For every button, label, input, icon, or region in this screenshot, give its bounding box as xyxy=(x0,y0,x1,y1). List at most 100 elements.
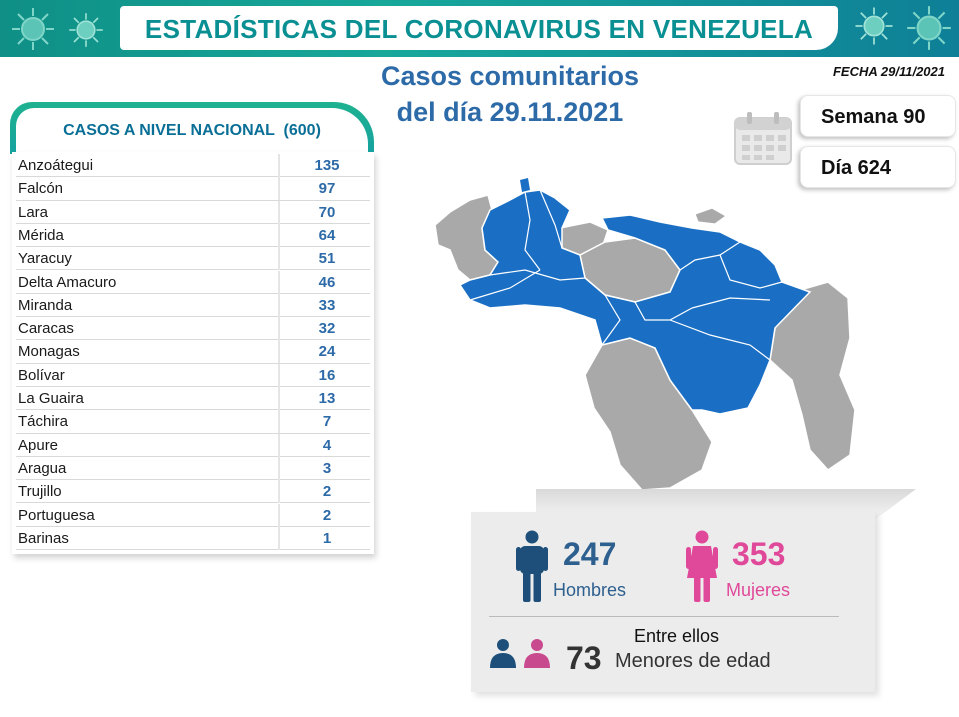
column-separator xyxy=(278,317,280,341)
minors-intro: Entre ellos xyxy=(634,626,720,646)
week-badge: Semana 90 xyxy=(800,95,956,137)
women-count: 353 xyxy=(732,536,786,572)
column-separator xyxy=(278,247,280,271)
column-separator xyxy=(278,293,280,317)
table-row: Barinas 1 xyxy=(16,526,370,551)
child-boy-icon xyxy=(490,639,516,668)
case-count: 51 xyxy=(318,250,336,268)
map-essequibo xyxy=(769,281,856,471)
table-row: La Guaira 13 xyxy=(16,387,370,411)
table-row: Táchira 7 xyxy=(16,410,370,434)
case-count: 7 xyxy=(322,413,332,431)
virus-icon xyxy=(12,8,54,50)
table-row: Apure 4 xyxy=(16,433,370,457)
table-row: Monagas 24 xyxy=(16,340,370,364)
table-row: Miranda 33 xyxy=(16,293,370,318)
virus-icon xyxy=(855,7,893,45)
case-count: 24 xyxy=(318,343,336,361)
women-label: Mujeres xyxy=(726,580,791,600)
column-separator xyxy=(278,410,280,434)
column-separator xyxy=(278,154,280,177)
case-count: 97 xyxy=(318,180,336,198)
state-name: Monagas xyxy=(18,343,80,361)
venezuela-map xyxy=(434,178,856,491)
day-label: Día 624 xyxy=(821,157,892,179)
case-count: 2 xyxy=(322,506,332,524)
column-separator xyxy=(278,340,280,364)
state-name: Lara xyxy=(18,203,49,221)
state-name: Táchira xyxy=(18,413,69,431)
case-count: 64 xyxy=(318,226,336,244)
case-count: 13 xyxy=(318,390,336,407)
table-row: Delta Amacuro 46 xyxy=(16,270,370,294)
table-row: Falcón 97 xyxy=(16,177,370,201)
column-separator xyxy=(278,200,280,224)
state-name: Portuguesa xyxy=(18,506,95,524)
virus-icon xyxy=(907,6,951,50)
table-row: Bolívar 16 xyxy=(16,363,370,387)
column-separator xyxy=(278,456,280,480)
state-name: Falcón xyxy=(18,180,64,198)
case-count: 3 xyxy=(322,459,332,477)
column-separator xyxy=(278,363,280,387)
minors-label: Menores de edad xyxy=(615,650,771,672)
woman-icon xyxy=(686,530,718,602)
state-name: Caracas xyxy=(18,320,74,338)
calendar-icon xyxy=(734,112,792,165)
header-title-box: ESTADÍSTICAS DEL CORONAVIRUS EN VENEZUEL… xyxy=(120,6,838,50)
map-falcon-tip xyxy=(520,178,530,192)
panel-divider xyxy=(489,616,839,617)
headline-line1: Casos comunitarios xyxy=(380,61,640,91)
state-name: Yaracuy xyxy=(18,250,72,268)
case-count: 135 xyxy=(314,157,340,174)
map-margarita xyxy=(694,207,728,225)
week-label: Semana 90 xyxy=(821,106,926,128)
table-row: Portuguesa 2 xyxy=(16,503,370,527)
state-name: Miranda xyxy=(18,296,73,314)
table-row: Yaracuy 51 xyxy=(16,247,370,271)
map-borders xyxy=(469,189,783,361)
table-row: Anzoátegui 135 xyxy=(16,154,370,178)
case-count: 70 xyxy=(318,203,336,221)
header-banner: ESTADÍSTICAS DEL CORONAVIRUS EN VENEZUEL… xyxy=(0,0,959,57)
table-row: Aragua 3 xyxy=(16,456,370,481)
case-count: 16 xyxy=(318,366,336,384)
minors-count: 73 xyxy=(566,640,602,676)
men-label: Hombres xyxy=(553,580,627,600)
state-name: Delta Amacuro xyxy=(18,273,117,291)
table-title: CASOS A NIVEL NACIONAL (600) xyxy=(16,108,368,152)
page-title: ESTADÍSTICAS DEL CORONAVIRUS EN VENEZUEL… xyxy=(144,14,814,44)
state-name: Barinas xyxy=(18,529,69,547)
case-count: 2 xyxy=(322,483,332,501)
state-name: La Guaira xyxy=(18,390,84,407)
national-cases-table: CASOS A NIVEL NACIONAL (600) Anzoátegui 1… xyxy=(10,102,374,554)
state-name: Apure xyxy=(18,436,59,454)
table-body: Anzoátegui 135 Falcón 97 Lara 70 Mérida 64 Yarac… xyxy=(12,152,374,554)
panel-pedestal xyxy=(536,489,916,519)
virus-icon xyxy=(69,13,103,47)
state-name: Trujillo xyxy=(18,483,62,501)
child-girl-icon xyxy=(524,639,550,668)
case-count: 4 xyxy=(322,436,332,454)
man-icon xyxy=(516,530,548,602)
case-count: 46 xyxy=(318,273,336,291)
column-separator xyxy=(278,526,280,550)
headline-line2: del día 29.11.2021 xyxy=(396,97,624,127)
column-separator xyxy=(278,387,280,410)
column-separator xyxy=(278,270,280,294)
table-row: Lara 70 xyxy=(16,200,370,224)
men-count: 247 xyxy=(563,536,617,572)
date-label: FECHA 29/11/2021 xyxy=(832,64,945,79)
case-count: 33 xyxy=(318,296,336,314)
table-row: Trujillo 2 xyxy=(16,480,370,504)
column-separator xyxy=(278,433,280,457)
state-name: Mérida xyxy=(18,226,64,244)
state-name: Aragua xyxy=(18,459,67,477)
column-separator xyxy=(278,177,280,201)
column-separator xyxy=(278,503,280,527)
column-separator xyxy=(278,480,280,504)
state-name: Bolívar xyxy=(18,366,65,384)
state-name: Anzoátegui xyxy=(18,157,94,174)
table-row: Caracas 32 xyxy=(16,317,370,341)
headline: Casos comunitarios del día 29.11.2021 xyxy=(330,58,690,130)
